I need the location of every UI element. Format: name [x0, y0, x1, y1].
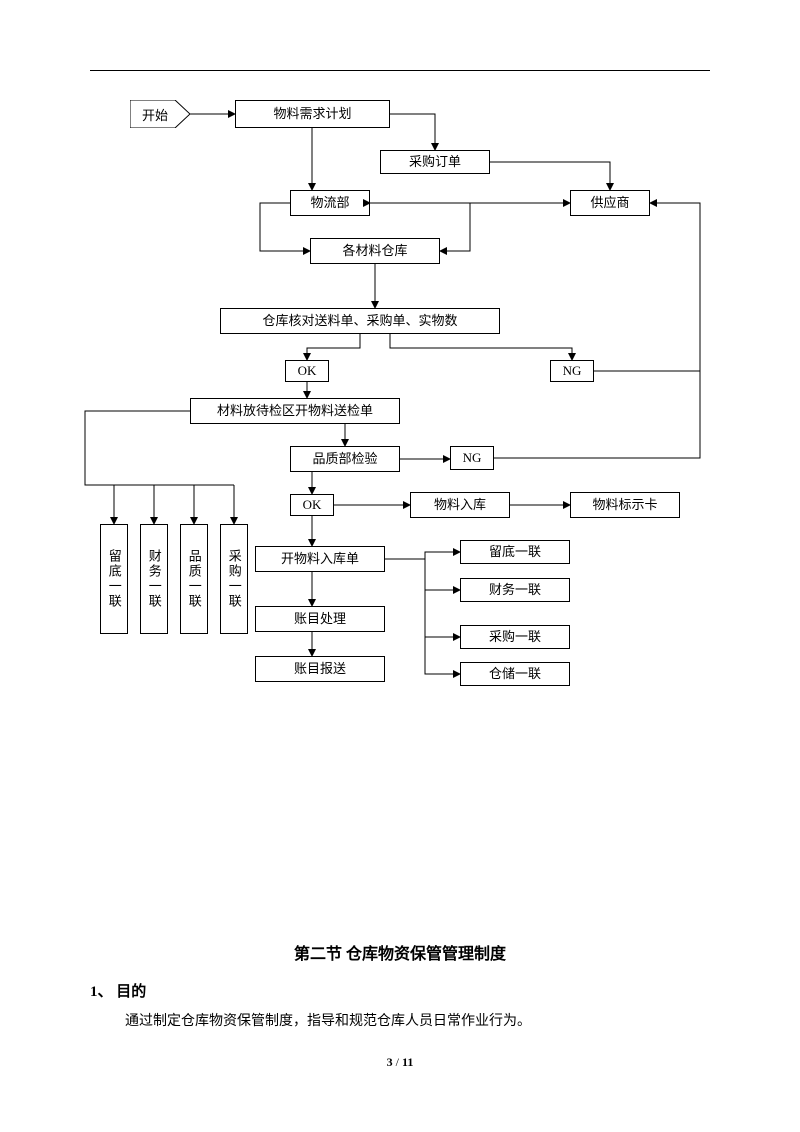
node-ng1: NG: [550, 360, 594, 382]
node-v-finance: 财务一联: [140, 524, 168, 634]
node-copy-purchase: 采购一联: [460, 625, 570, 649]
node-report: 账目报送: [255, 656, 385, 682]
node-copy-warehouse: 仓储一联: [460, 662, 570, 686]
node-inbound: 物料入库: [410, 492, 510, 518]
flowchart: 开始 物料需求计划 采购订单 物流部 供应商 各材料仓库 仓库核对送料单、采购单…: [0, 0, 800, 760]
node-purchase-order: 采购订单: [380, 150, 490, 174]
node-copy-keep: 留底一联: [460, 540, 570, 564]
node-holding: 材料放待检区开物料送检单: [190, 398, 400, 424]
node-receipt: 开物料入库单: [255, 546, 385, 572]
node-copy-finance: 财务一联: [460, 578, 570, 602]
node-v-purchase: 采购一联: [220, 524, 248, 634]
node-ok1: OK: [285, 360, 329, 382]
section-title: 第二节 仓库物资保管管理制度: [0, 940, 800, 964]
node-qc: 品质部检验: [290, 446, 400, 472]
flowchart-edges: [0, 0, 800, 760]
page-sep: /: [393, 1055, 402, 1069]
node-verify: 仓库核对送料单、采购单、实物数: [220, 308, 500, 334]
node-ng2: NG: [450, 446, 494, 470]
node-ok2: OK: [290, 494, 334, 516]
node-plan: 物料需求计划: [235, 100, 390, 128]
page: 开始 物料需求计划 采购订单 物流部 供应商 各材料仓库 仓库核对送料单、采购单…: [0, 0, 800, 1132]
node-v-keep: 留底一联: [100, 524, 128, 634]
node-supplier: 供应商: [570, 190, 650, 216]
body-paragraph: 通过制定仓库物资保管制度，指导和规范仓库人员日常作业行为。: [125, 1010, 531, 1030]
node-v-qc: 品质一联: [180, 524, 208, 634]
page-total: 11: [402, 1055, 413, 1069]
node-tag: 物料标示卡: [570, 492, 680, 518]
page-footer: 3 / 11: [0, 1055, 800, 1070]
start-node: 开始: [130, 100, 180, 128]
node-warehouses: 各材料仓库: [310, 238, 440, 264]
heading-purpose: 1、 目的: [90, 980, 146, 1001]
node-logistics: 物流部: [290, 190, 370, 216]
node-accounting: 账目处理: [255, 606, 385, 632]
